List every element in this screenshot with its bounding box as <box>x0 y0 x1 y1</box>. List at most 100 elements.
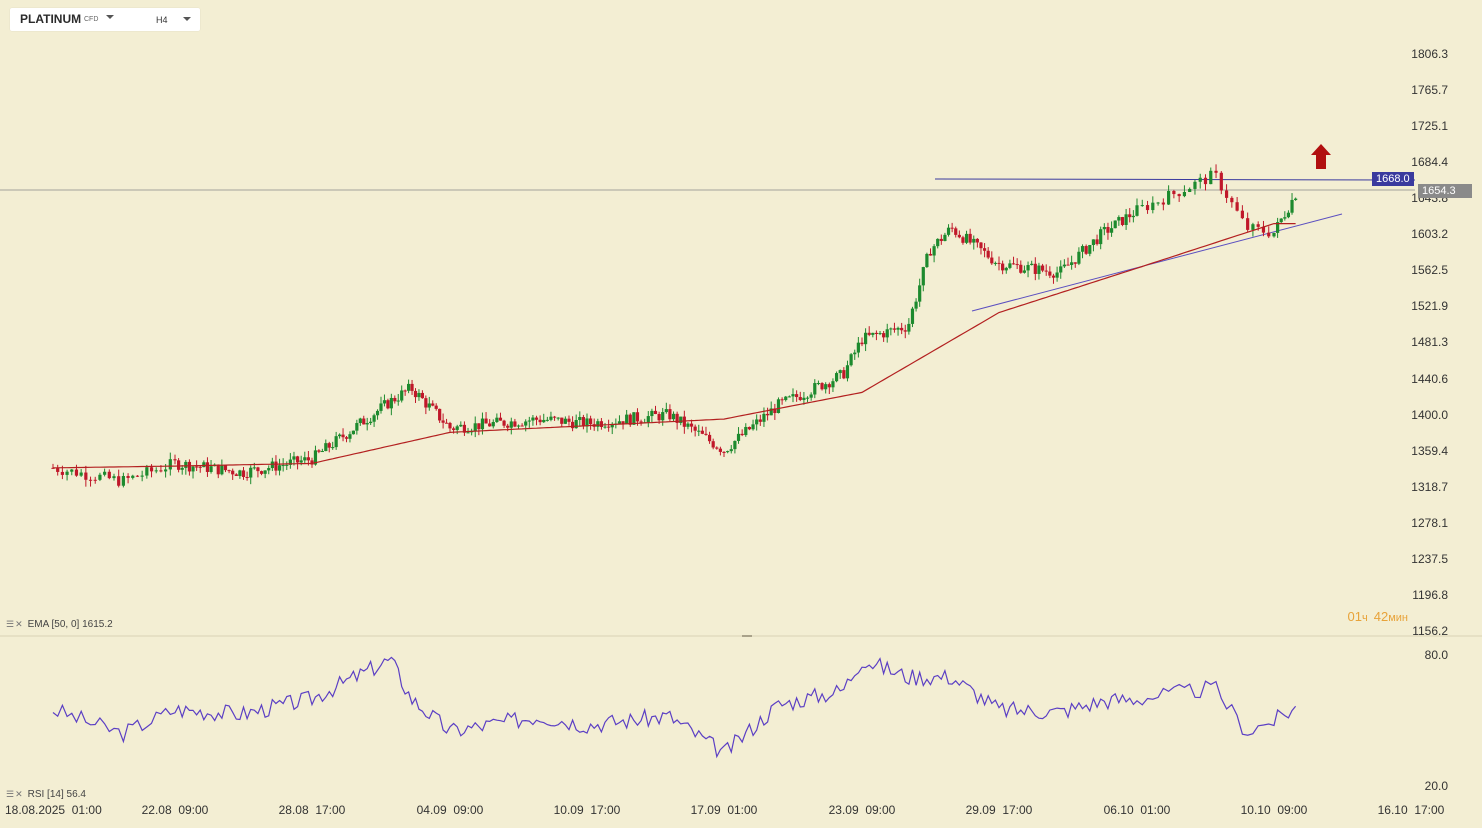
timeframe-dropdown-icon[interactable] <box>183 17 191 21</box>
candle-body <box>556 417 560 419</box>
candle-body <box>675 413 679 423</box>
candle-body <box>351 430 355 435</box>
price-tick-label: 1521.9 <box>1411 299 1448 314</box>
candle-body <box>209 466 213 472</box>
candle-body <box>234 474 238 476</box>
candle-body <box>1240 210 1244 219</box>
candle-body <box>1140 205 1144 207</box>
candle-body <box>358 418 362 424</box>
candle-body <box>1015 264 1019 266</box>
price-tick-label: 1562.5 <box>1411 263 1448 278</box>
candle-body <box>1156 202 1160 204</box>
candle-body <box>1198 177 1202 182</box>
candle-body <box>589 418 593 425</box>
candle-body <box>1026 265 1030 271</box>
candle-body <box>932 246 936 256</box>
candle-body <box>292 456 296 460</box>
candle-body <box>729 449 733 452</box>
candle-body <box>1172 190 1176 195</box>
candle-body <box>1091 239 1096 246</box>
candle-body <box>1246 218 1250 230</box>
candle-body <box>299 460 303 463</box>
candle-body <box>925 253 929 268</box>
price-tick-label: 1359.4 <box>1411 443 1448 458</box>
candle-body <box>1272 232 1276 237</box>
candle-body <box>509 421 513 428</box>
candle-body <box>431 403 435 406</box>
candle-body <box>798 397 802 400</box>
candle-body <box>495 417 499 423</box>
price-tick-label: 1603.2 <box>1411 227 1448 242</box>
candle-body <box>65 471 69 475</box>
candle-body <box>914 301 918 309</box>
timeframe-select[interactable]: H4 <box>156 15 168 25</box>
candle-body <box>889 328 893 330</box>
candle-body <box>1124 214 1128 225</box>
support-trendline[interactable] <box>971 213 1343 312</box>
candle-body <box>968 233 972 243</box>
candle-body <box>689 423 694 427</box>
candle-body <box>1088 245 1092 254</box>
candle-body <box>957 234 961 238</box>
candle-body <box>462 424 467 433</box>
candle-body <box>1004 267 1008 271</box>
candle-body <box>1261 226 1266 233</box>
candle-body <box>1251 224 1255 230</box>
candle-body <box>679 416 683 423</box>
candle-body <box>1102 226 1106 230</box>
rsi-legend[interactable]: ☰✕ RSI [14] 56.4 <box>6 789 86 800</box>
candle-body <box>372 415 376 422</box>
candle-body <box>653 410 658 415</box>
candle-body <box>60 471 64 475</box>
candle-body <box>1161 202 1165 205</box>
candle-body <box>1193 181 1197 189</box>
candle-body <box>1135 205 1139 216</box>
candle-body <box>856 342 860 353</box>
candle-body <box>686 423 690 427</box>
symbol-toolbar: PLATINUM CFD H4 <box>10 8 200 31</box>
candle-body <box>263 470 267 474</box>
candle-body <box>112 476 116 479</box>
candle-body <box>849 354 853 366</box>
candle-body <box>488 423 492 427</box>
candle-body <box>1030 263 1034 266</box>
candle-body <box>892 328 897 330</box>
candle-body <box>259 471 264 474</box>
candle-body <box>1037 265 1041 274</box>
candle-body <box>625 414 629 425</box>
candle-body <box>1099 229 1103 245</box>
candle-body <box>747 426 752 430</box>
candle-body <box>362 418 366 425</box>
candle-body <box>154 470 158 472</box>
candle-body <box>813 383 817 395</box>
candle-body <box>205 462 210 472</box>
candle-body <box>718 448 722 452</box>
candle-body <box>668 409 672 420</box>
symbol-dropdown-icon[interactable] <box>106 15 114 19</box>
candle-body <box>842 370 846 379</box>
candle-body <box>191 466 195 472</box>
candle-body <box>596 421 600 427</box>
candle-body <box>628 414 632 425</box>
candle-body <box>578 417 582 420</box>
symbol-name[interactable]: PLATINUM <box>20 12 82 26</box>
candle-body <box>382 400 387 404</box>
ema-legend[interactable]: ☰✕ EMA [50, 0] 1615.2 <box>6 619 113 630</box>
candle-body <box>317 450 321 452</box>
candle-body <box>407 383 411 391</box>
candle-body <box>403 390 407 392</box>
candle-body <box>513 421 517 427</box>
drag-handle-icon[interactable]: ☰✕ <box>6 789 24 799</box>
candle-body <box>765 413 770 416</box>
rsi-tick-label: 20.0 <box>1424 779 1448 793</box>
drag-handle-icon[interactable]: ☰✕ <box>6 619 24 629</box>
candle-body <box>438 408 442 421</box>
candle-body <box>1117 217 1121 221</box>
candle-body <box>563 418 567 424</box>
resistance-level-line[interactable] <box>934 178 1416 181</box>
candle-body <box>950 227 954 229</box>
candle-body <box>1077 251 1081 264</box>
candle-body <box>51 467 55 469</box>
candle-body <box>824 384 828 390</box>
